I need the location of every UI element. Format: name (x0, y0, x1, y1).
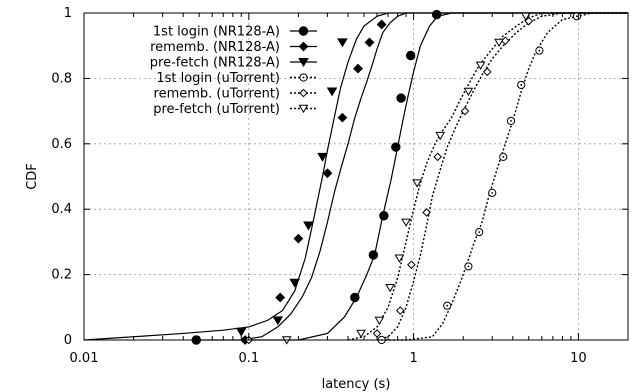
x-axis-label: latency (s) (322, 377, 391, 392)
series-layer (83, 12, 628, 341)
data-point-series-0 (405, 50, 416, 61)
data-point-series-1 (337, 112, 348, 123)
y-tick-label: 0.2 (51, 268, 72, 283)
legend-marker (298, 57, 309, 67)
legend-label: rememb. (NR128-A) (150, 40, 280, 55)
legend-label: pre-fetch (uTorrent) (153, 102, 280, 117)
y-tick-label: 0 (64, 333, 72, 348)
data-point-series-2 (289, 278, 301, 288)
data-point-series-4 (422, 208, 431, 217)
data-point-series-5 (463, 87, 474, 97)
data-point-series-1 (364, 37, 375, 48)
legend-marker-dot (302, 76, 305, 79)
data-point-series-5 (385, 283, 395, 293)
data-point-series-4 (372, 329, 382, 338)
ticks: 0 0.2 0.4 0.6 0.8 1 0.01 0.1 1 10 (51, 6, 628, 366)
data-point-series-4 (524, 16, 534, 26)
data-point-series-1 (376, 19, 387, 30)
legend-marker (299, 88, 308, 98)
data-point-series-2 (337, 38, 348, 48)
data-point-series-4 (460, 106, 470, 116)
data-point-series-4 (395, 306, 405, 315)
data-point-series-5 (356, 329, 366, 339)
data-point-series-5 (475, 61, 486, 70)
data-point-series-3-dot (538, 49, 541, 52)
x-tick-label: 0.1 (238, 351, 259, 366)
data-point-series-2 (235, 327, 247, 337)
data-point-series-4 (482, 67, 492, 77)
data-point-series-1 (353, 63, 363, 74)
data-point-series-3-dot (491, 191, 494, 194)
x-tick-label: 10 (570, 351, 587, 366)
data-point-series-2 (303, 221, 314, 231)
data-point-series-0 (391, 142, 401, 152)
data-point-series-2 (272, 316, 284, 326)
y-tick-label: 1 (64, 6, 72, 21)
data-point-series-0 (350, 292, 360, 303)
y-tick-label: 0.4 (51, 202, 72, 217)
data-point-series-2 (326, 87, 338, 97)
data-point-series-3-dot (446, 304, 449, 307)
grid (84, 13, 628, 340)
y-tick-label: 0.6 (51, 137, 72, 152)
series-line-5 (347, 12, 628, 341)
legend-marker (298, 41, 309, 52)
y-tick-label: 0.8 (51, 71, 72, 86)
series-line-0 (199, 12, 628, 341)
data-point-series-3-dot (478, 231, 481, 233)
legend-label: pre-fetch (NR128-A) (150, 56, 280, 71)
data-point-series-1 (293, 233, 304, 244)
legend-label: 1st login (NR128-A) (153, 25, 280, 40)
data-point-series-3-dot (520, 84, 523, 86)
data-point-series-5 (412, 179, 422, 188)
data-point-series-3-dot (510, 120, 512, 122)
series-line-4 (376, 12, 628, 341)
legend-label: 1st login (uTorrent) (156, 71, 280, 86)
legend: 1st login (NR128-A)rememb. (NR128-A)pre-… (150, 25, 317, 117)
data-point-series-0 (396, 93, 406, 103)
data-point-series-0 (431, 9, 442, 20)
data-point-series-5 (374, 316, 385, 325)
marker-layer (191, 9, 582, 345)
data-point-series-5 (401, 218, 411, 227)
data-point-series-3-dot (576, 15, 578, 18)
data-point-series-2 (317, 152, 328, 162)
series-line-2 (83, 12, 628, 341)
data-point-series-0 (379, 211, 389, 221)
data-point-series-3-dot (502, 155, 505, 158)
data-point-series-4 (500, 36, 510, 46)
data-point-series-5 (494, 38, 504, 48)
data-point-series-1 (322, 168, 333, 179)
series-line-1 (241, 12, 628, 341)
data-point-series-4 (407, 260, 416, 270)
legend-label: rememb. (uTorrent) (154, 87, 280, 102)
x-tick-label: 0.01 (70, 351, 99, 366)
legend-marker (298, 104, 309, 114)
series-line-3 (377, 12, 628, 341)
data-point-series-1 (275, 292, 286, 303)
data-point-series-0 (368, 250, 379, 260)
y-axis-label: CDF (25, 163, 40, 190)
legend-marker (298, 26, 309, 36)
x-tick-label: 1 (409, 351, 417, 366)
plot-frame (83, 12, 629, 341)
data-point-series-5 (394, 254, 405, 263)
data-point-series-3-dot (467, 265, 470, 268)
data-point-series-5 (435, 131, 446, 141)
data-point-series-4 (433, 152, 442, 162)
